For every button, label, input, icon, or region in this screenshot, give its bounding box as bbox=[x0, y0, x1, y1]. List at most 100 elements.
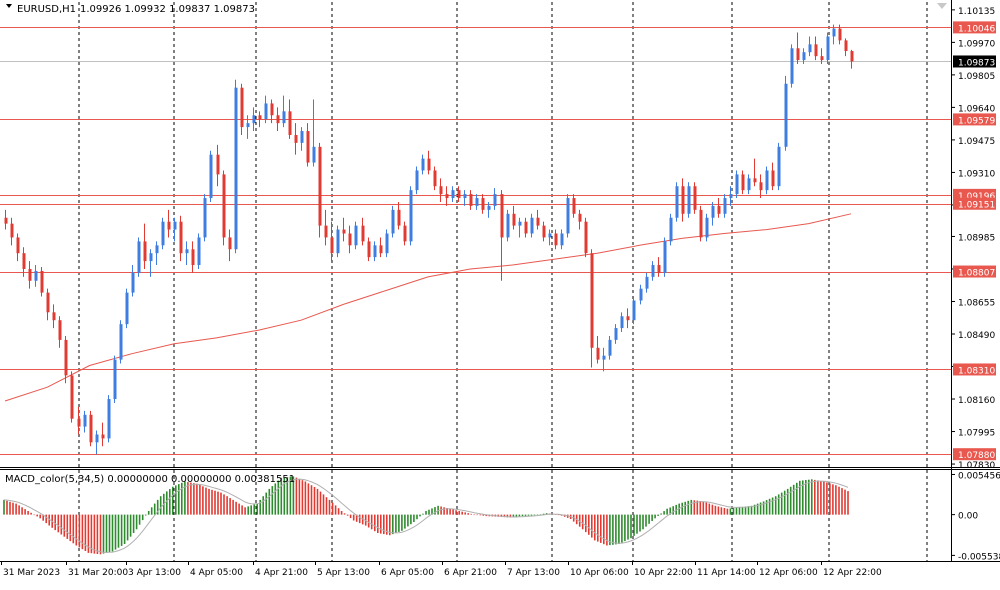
macd-bar bbox=[147, 511, 150, 515]
macd-bar bbox=[705, 502, 708, 515]
candle bbox=[276, 107, 280, 132]
macd-bar bbox=[642, 514, 644, 530]
candle-body bbox=[560, 233, 564, 246]
candle bbox=[729, 186, 733, 206]
candle-body bbox=[367, 241, 371, 258]
candle bbox=[373, 241, 377, 262]
candle-body bbox=[348, 233, 352, 246]
candle bbox=[784, 75, 788, 151]
candle-body bbox=[711, 205, 715, 218]
macd-bar bbox=[717, 506, 720, 515]
macd-bar bbox=[771, 497, 774, 515]
candle bbox=[445, 186, 449, 206]
candle-body bbox=[113, 359, 117, 400]
macd-bar bbox=[835, 485, 837, 515]
level-price-tag-label: 1.08807 bbox=[958, 269, 995, 279]
macd-bar bbox=[765, 500, 768, 515]
candle-body bbox=[361, 225, 365, 242]
macd-bar bbox=[328, 499, 331, 515]
macd-bar bbox=[298, 478, 301, 515]
candle bbox=[203, 194, 207, 242]
macd-bar bbox=[633, 514, 635, 536]
candle-body bbox=[4, 217, 8, 224]
candle bbox=[777, 142, 781, 191]
candle bbox=[844, 38, 848, 57]
macd-bar bbox=[741, 506, 744, 515]
candle bbox=[101, 422, 105, 447]
candle-body bbox=[119, 324, 123, 360]
candle-body bbox=[354, 225, 358, 246]
macd-bar bbox=[153, 503, 156, 515]
macd-bar bbox=[126, 514, 129, 541]
collapse-triangle-icon[interactable] bbox=[6, 4, 12, 8]
macd-bar bbox=[696, 500, 699, 515]
candle bbox=[614, 324, 618, 344]
candle bbox=[735, 170, 739, 199]
candle bbox=[518, 217, 522, 238]
x-tick-label: 12 Apr 06:00 bbox=[759, 568, 818, 578]
candle-body bbox=[306, 131, 310, 163]
candle bbox=[107, 395, 111, 443]
candle bbox=[149, 249, 153, 277]
candle-body bbox=[657, 265, 661, 273]
chart-shift-triangle-icon[interactable] bbox=[937, 3, 947, 9]
macd-bar bbox=[847, 491, 849, 515]
candle bbox=[542, 221, 546, 242]
symbol-label: EURUSD,H1 bbox=[17, 4, 76, 15]
macd-bar bbox=[762, 501, 765, 515]
candle-body bbox=[747, 178, 751, 191]
macd-bar bbox=[343, 513, 346, 515]
macd-bar bbox=[645, 514, 647, 527]
level-price-tag-label: 1.08310 bbox=[958, 366, 995, 376]
macd-bar bbox=[621, 514, 623, 543]
candle bbox=[771, 162, 775, 191]
macd-bar bbox=[473, 514, 475, 516]
macd-bar bbox=[12, 502, 14, 515]
candle bbox=[820, 48, 824, 65]
macd-bar bbox=[624, 514, 626, 542]
macd-bar bbox=[90, 514, 93, 554]
macd-bar bbox=[690, 499, 693, 515]
candle-body bbox=[409, 190, 413, 242]
horizontal-levels[interactable] bbox=[0, 27, 951, 455]
macd-bar bbox=[627, 514, 629, 540]
macd-bar bbox=[383, 514, 385, 535]
candle-body bbox=[469, 194, 473, 206]
macd-bar bbox=[274, 483, 277, 515]
candle bbox=[669, 213, 673, 246]
macd-bar bbox=[39, 514, 41, 519]
x-tick-label: 4 Apr 05:00 bbox=[190, 568, 243, 578]
candle-body bbox=[693, 186, 697, 210]
macd-bar bbox=[777, 494, 780, 515]
candle-body bbox=[191, 249, 195, 266]
candle-body bbox=[626, 316, 630, 321]
candle-body bbox=[161, 221, 165, 246]
macd-bar bbox=[666, 508, 668, 515]
candle bbox=[469, 190, 473, 210]
macd-bar bbox=[295, 477, 298, 515]
macd-bar bbox=[27, 511, 29, 515]
macd-bar bbox=[220, 492, 222, 515]
macd-bar bbox=[832, 484, 834, 515]
candle bbox=[578, 209, 582, 230]
x-tick-label: 10 Apr 06:00 bbox=[570, 568, 629, 578]
candle bbox=[58, 316, 62, 348]
candle bbox=[228, 229, 232, 262]
macd-bar bbox=[235, 501, 237, 515]
candle-body bbox=[252, 115, 256, 124]
macd-bar bbox=[392, 514, 394, 535]
macd-bar bbox=[87, 514, 90, 553]
candle bbox=[234, 79, 238, 254]
x-tick-label: 5 Apr 13:00 bbox=[317, 568, 370, 578]
macd-bar bbox=[123, 514, 126, 544]
candle-body bbox=[542, 225, 546, 238]
macd-bar bbox=[726, 508, 729, 515]
candles-layer bbox=[4, 24, 854, 455]
macd-bar bbox=[606, 514, 608, 546]
candle-body bbox=[222, 174, 226, 238]
candle bbox=[717, 198, 721, 218]
macd-bar bbox=[250, 505, 252, 515]
candle-body bbox=[149, 253, 153, 262]
